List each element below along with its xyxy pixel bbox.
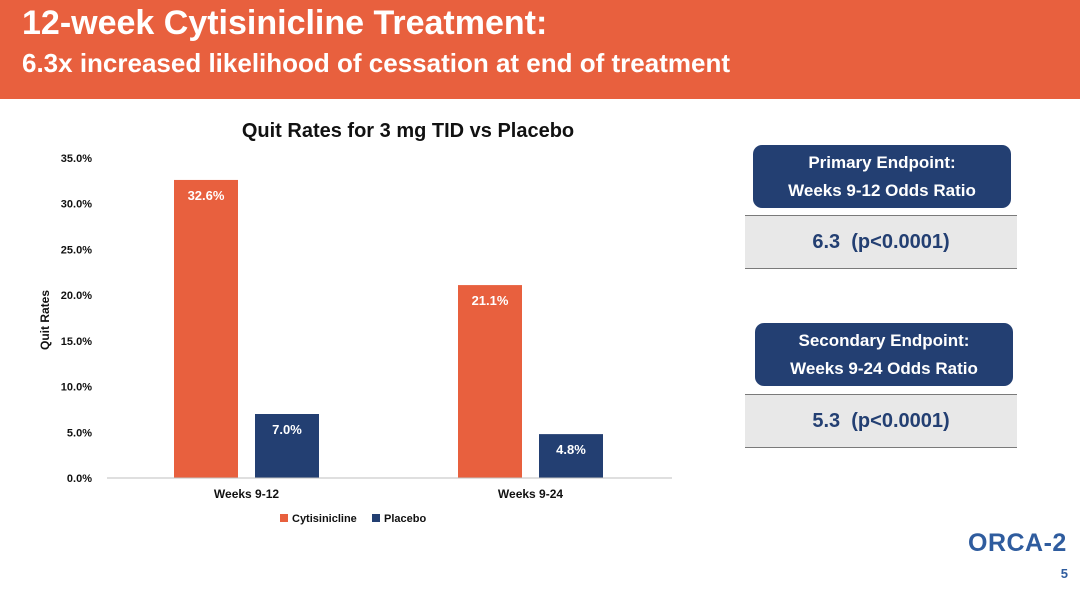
bar-placebo-1 xyxy=(255,414,319,478)
y-tick-label: 5.0% xyxy=(67,427,92,439)
y-axis-ticks: 0.0% 5.0% 10.0% 15.0% 20.0% 25.0% 30.0% 35.0% xyxy=(61,153,92,485)
chart-legend: Cytisinicline Placebo xyxy=(280,513,426,525)
x-axis-categories: Weeks 9-12 Weeks 9-24 xyxy=(214,487,563,501)
y-tick-label: 10.0% xyxy=(61,382,92,394)
y-tick-label: 0.0% xyxy=(67,473,92,485)
primary-endpoint-value: 6.3 (p<0.0001) xyxy=(745,215,1017,269)
y-tick-label: 15.0% xyxy=(61,336,92,348)
secondary-endpoint-line2: Weeks 9-24 Odds Ratio xyxy=(790,358,978,378)
secondary-endpoint-line1: Secondary Endpoint: xyxy=(798,330,970,350)
primary-endpoint-line2: Weeks 9-12 Odds Ratio xyxy=(788,180,976,200)
y-tick-label: 25.0% xyxy=(61,244,92,256)
y-tick-label: 20.0% xyxy=(61,290,92,302)
legend-swatch-placebo xyxy=(372,514,380,522)
data-label: 21.1% xyxy=(472,293,509,308)
y-tick-label: 30.0% xyxy=(61,199,92,211)
bar-cytisinicline-1 xyxy=(174,179,238,478)
logo-text: ORCA-2 xyxy=(968,528,1067,557)
legend-label-cytisinicline: Cytisinicline xyxy=(292,513,357,525)
primary-endpoint-header: Primary Endpoint: Weeks 9-12 Odds Ratio xyxy=(753,145,1011,208)
secondary-endpoint-value: 5.3 (p<0.0001) xyxy=(745,394,1017,448)
slide-title: 12-week Cytisinicline Treatment: xyxy=(22,4,548,42)
x-category-label: Weeks 9-12 xyxy=(214,487,279,501)
bar-placebo-2 xyxy=(539,434,603,478)
page-number: 5 xyxy=(1060,566,1068,581)
chart-title: Quit Rates for 3 mg TID vs Placebo xyxy=(242,120,574,142)
data-label: 7.0% xyxy=(272,422,302,437)
slide-subtitle: 6.3x increased likelihood of cessation a… xyxy=(22,48,730,78)
x-category-label: Weeks 9-24 xyxy=(498,487,563,501)
data-label: 4.8% xyxy=(556,442,586,457)
secondary-endpoint-header: Secondary Endpoint: Weeks 9-24 Odds Rati… xyxy=(755,323,1013,386)
quit-rates-chart: Quit Rates for 3 mg TID vs Placebo Quit … xyxy=(38,120,672,525)
primary-endpoint-line1: Primary Endpoint: xyxy=(808,152,956,172)
orca-2-logo: ORCA-2 xyxy=(968,526,1067,560)
y-axis-label: Quit Rates xyxy=(38,290,52,350)
data-label: 32.6% xyxy=(188,188,225,203)
header-banner: 12-week Cytisinicline Treatment: 6.3x in… xyxy=(0,0,1080,99)
legend-label-placebo: Placebo xyxy=(384,513,426,525)
bars: 32.6% 7.0% 21.1% 4.8% xyxy=(174,179,603,478)
legend-swatch-cytisinicline xyxy=(280,514,288,522)
bar-cytisinicline-2 xyxy=(458,285,522,478)
y-tick-label: 35.0% xyxy=(61,153,92,165)
